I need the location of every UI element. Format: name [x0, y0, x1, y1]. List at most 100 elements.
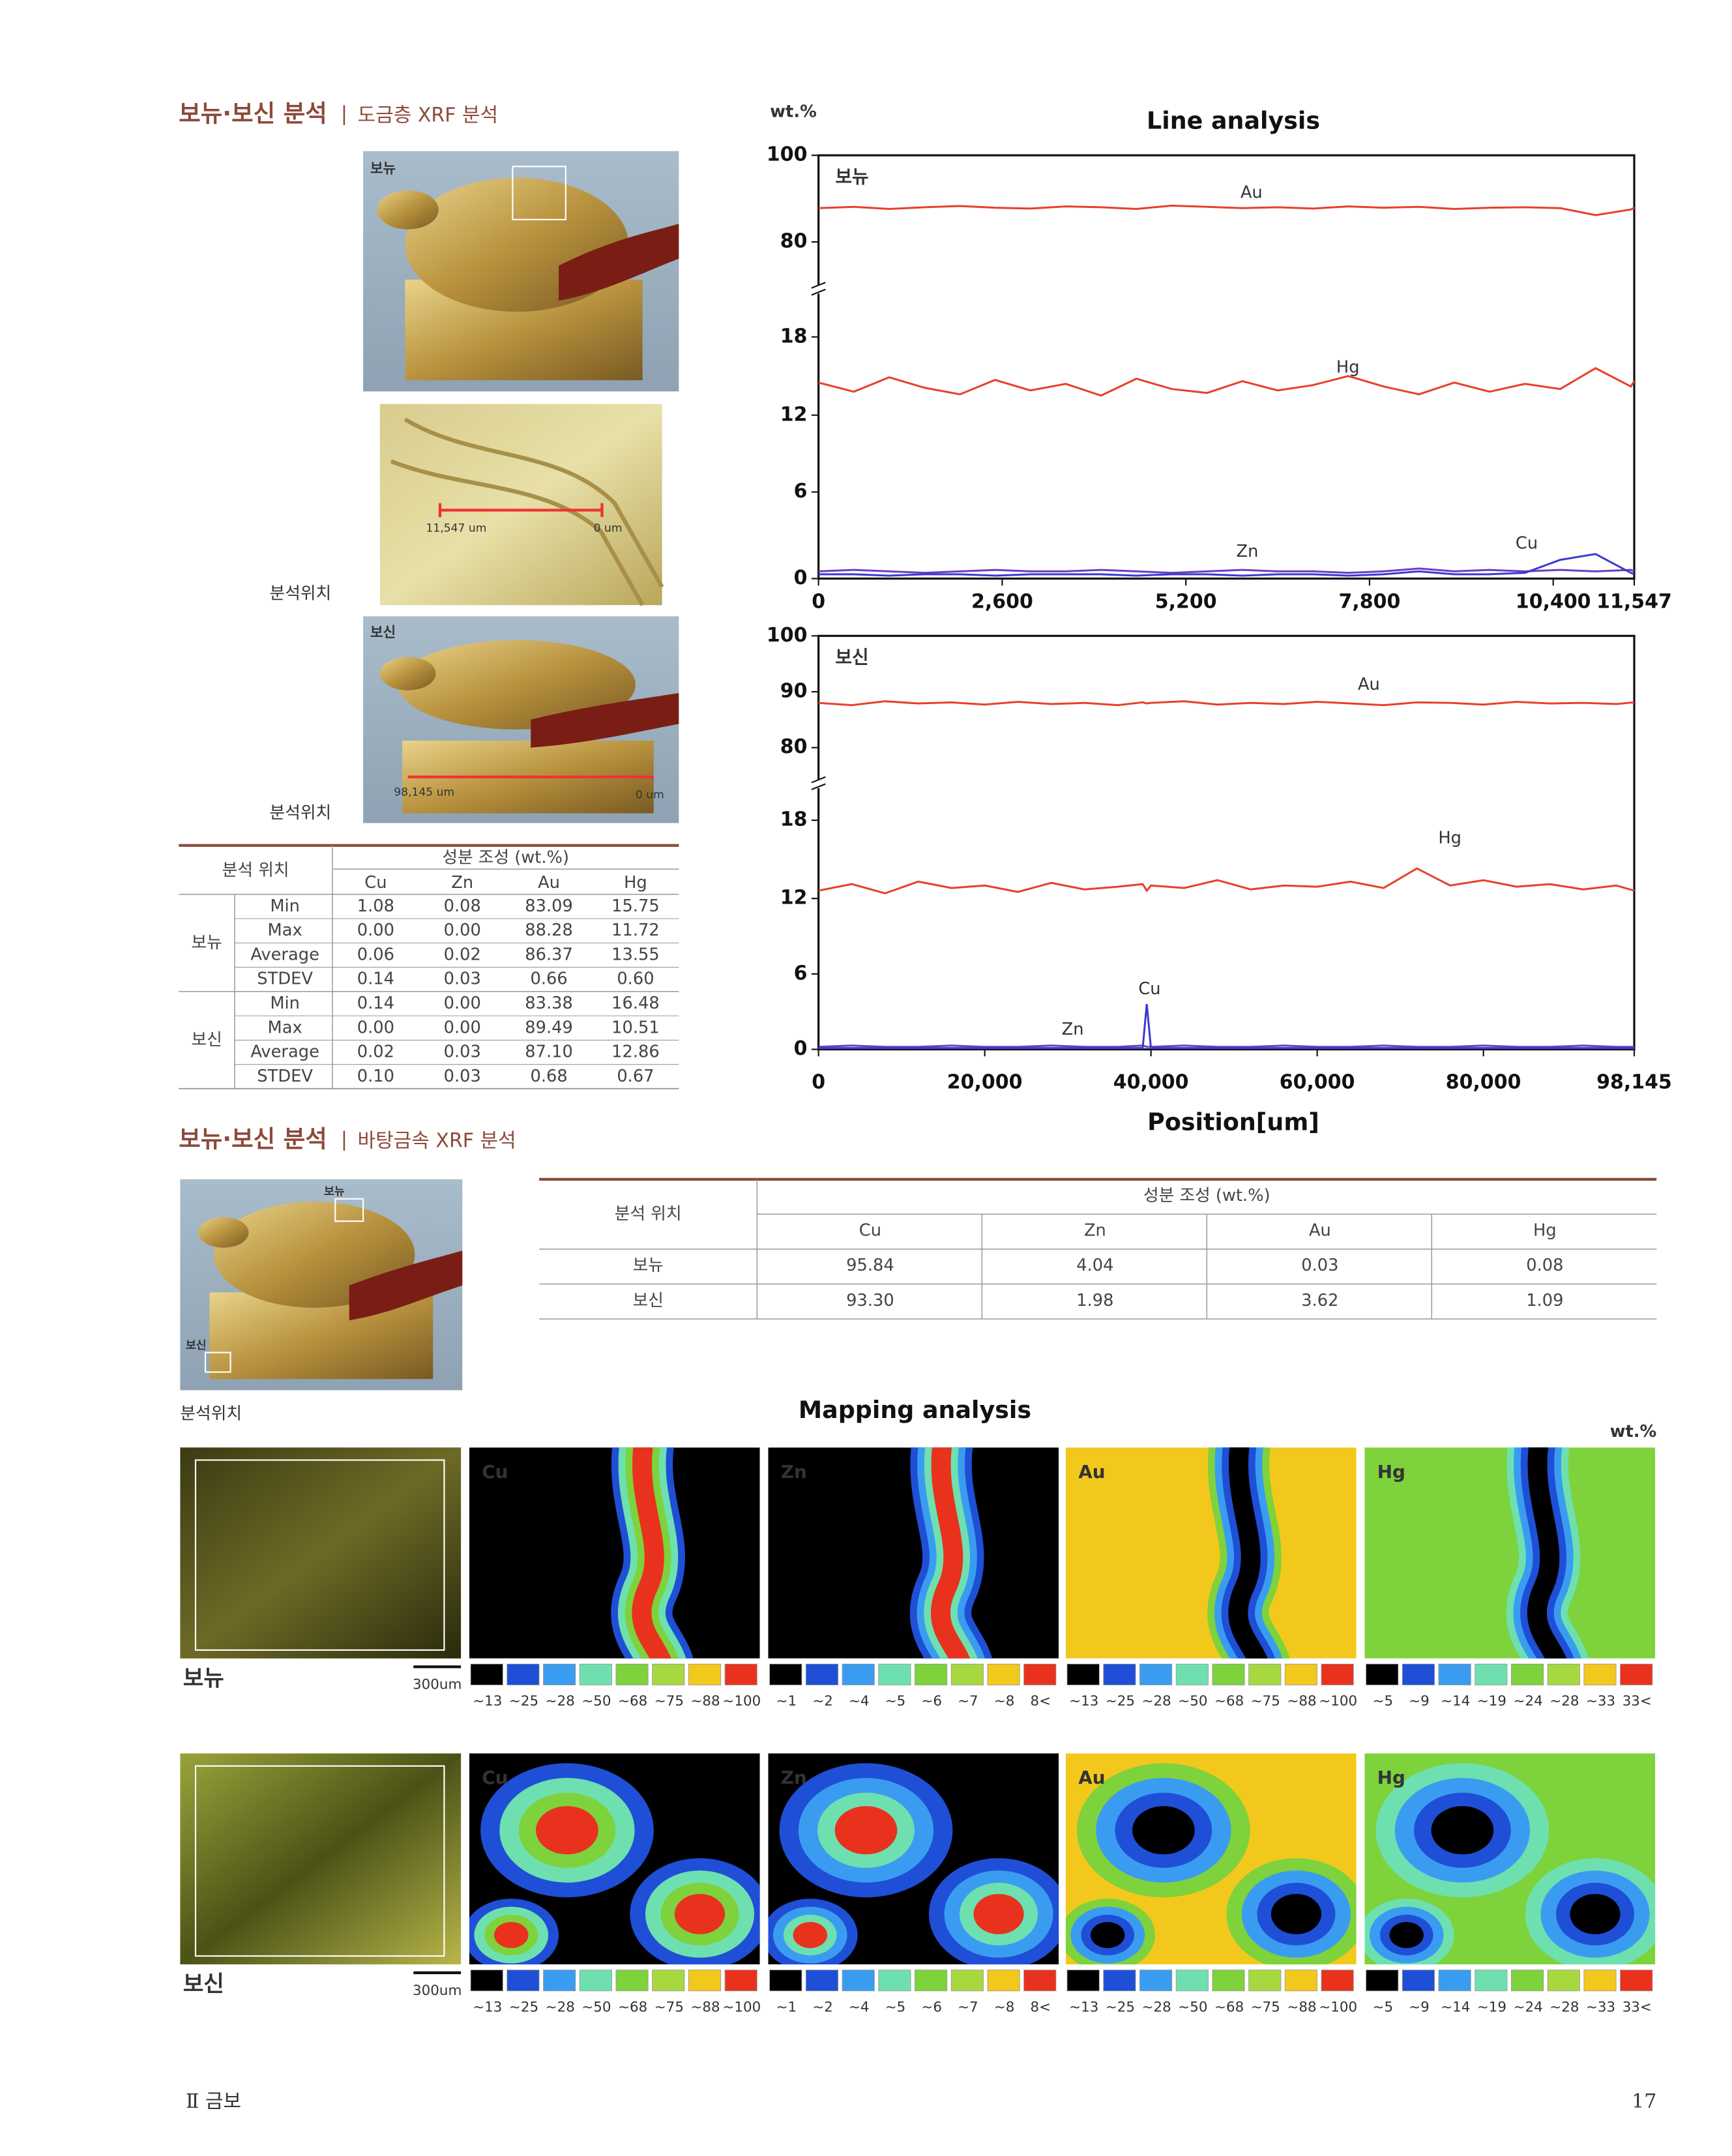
legend-label: ~5 [885, 1693, 906, 1709]
series-label: Cu [1516, 533, 1538, 553]
axis-break [811, 282, 826, 289]
column-header: Hg [1533, 1221, 1557, 1241]
legend-swatch [878, 1663, 911, 1685]
element-label: Au [1078, 1461, 1105, 1483]
legend-label: ~24 [1514, 1999, 1543, 2015]
legend-swatch [915, 1970, 948, 1992]
x-tick-label: 98,145 [1596, 1071, 1672, 1093]
legend-swatch [805, 1970, 839, 1992]
table-cell: 0.14 [357, 994, 394, 1013]
legend-swatch [1139, 1970, 1173, 1992]
series-label: Zn [1237, 542, 1259, 561]
map-region [632, 1447, 671, 1659]
legend-swatch [724, 1970, 757, 1992]
element-label: Cu [482, 1461, 508, 1483]
legend-label: ~50 [1178, 1693, 1207, 1709]
table-cell: 0.66 [530, 969, 567, 989]
axis-break [811, 776, 826, 784]
sample-label: 보신 [183, 1971, 224, 1998]
column-header: Cu [859, 1221, 881, 1241]
column-header: Au [1309, 1221, 1331, 1241]
legend-swatch [1066, 1970, 1100, 1992]
legend-swatch [470, 1970, 503, 1992]
y-tick-label: 0 [794, 567, 808, 589]
sample-label: 보뉴 [183, 1665, 224, 1691]
table-cell: 0.68 [530, 1067, 567, 1086]
legend-swatch [1438, 1663, 1471, 1685]
legend-label: ~2 [812, 1693, 833, 1709]
legend-label: ~88 [1287, 1999, 1316, 2015]
legend-label: ~5 [885, 1999, 906, 2015]
legend-label: ~75 [1251, 1999, 1280, 2015]
element-label: Zn [781, 1767, 807, 1788]
legend-swatch [1066, 1663, 1100, 1685]
plot-frame [817, 154, 1636, 580]
legend-label: ~5 [1373, 1999, 1394, 2015]
legend-swatch [1583, 1970, 1617, 1992]
row-stat: Average [250, 945, 319, 964]
panel-label: 보신 [835, 647, 868, 668]
section-title: 보뉴·보신 분석 [179, 100, 327, 128]
row-stat: Average [250, 1042, 319, 1062]
legend-label: ~68 [1214, 1693, 1244, 1709]
micrograph [180, 1447, 462, 1659]
x-tick-label: 80,000 [1446, 1071, 1521, 1093]
legend-label: ~28 [1142, 1999, 1171, 2015]
element-label: Hg [1377, 1461, 1405, 1483]
row-stat: Max [268, 1018, 302, 1037]
legend-swatch [724, 1663, 757, 1685]
legend-label: ~13 [1069, 1693, 1098, 1709]
y-tick-label: 100 [767, 624, 808, 647]
legend-swatch [842, 1970, 875, 1992]
legend-swatch [1212, 1663, 1245, 1685]
x-tick-label: 10,400 [1516, 590, 1591, 613]
table-cell: 3.62 [1301, 1291, 1338, 1310]
row-stat: STDEV [257, 969, 313, 989]
map-region [1228, 1447, 1268, 1659]
legend-label: ~25 [509, 1999, 538, 2015]
legend-swatch [842, 1663, 875, 1685]
series-label: Au [1240, 183, 1263, 203]
y-tick-label: 18 [780, 808, 808, 831]
series-line [818, 1004, 1635, 1050]
table-cell: 93.30 [846, 1291, 894, 1310]
series-label: Au [1358, 675, 1380, 694]
table-cell: 0.10 [357, 1067, 394, 1086]
legend-swatch [688, 1663, 722, 1685]
legend-label: ~88 [690, 1999, 720, 2015]
table-cell: 0.00 [357, 921, 394, 940]
map-region [1270, 1894, 1322, 1934]
series-line [818, 567, 1635, 574]
table-cell: 1.98 [1076, 1291, 1113, 1310]
series-label: Zn [1062, 1020, 1084, 1039]
legend-swatch [579, 1663, 612, 1685]
y-tick-label: 12 [780, 887, 808, 909]
mapping-title: Mapping analysis [799, 1396, 1031, 1424]
scale-end: 0 um [636, 789, 664, 802]
plot-frame [817, 634, 1636, 1051]
table-cell: 0.14 [357, 969, 394, 989]
legend-swatch [652, 1970, 685, 1992]
legend-swatch [470, 1663, 503, 1685]
y-tick-label: 0 [794, 1037, 808, 1060]
legend-swatch [769, 1970, 802, 1992]
legend-label: ~2 [812, 1999, 833, 2015]
table-header: 성분 조성 (wt.%) [442, 848, 569, 868]
legend-label: ~33 [1586, 1693, 1615, 1709]
separator: | [341, 103, 347, 126]
element-map [1065, 1447, 1357, 1659]
row-stat: STDEV [257, 1067, 313, 1086]
series-line [818, 867, 1635, 894]
legend-label: 8< [1031, 1693, 1051, 1709]
series-line [818, 204, 1635, 216]
legend-label: 8< [1031, 1999, 1051, 2015]
legend-label: ~6 [921, 1999, 942, 2015]
legend-swatch [1511, 1663, 1544, 1685]
legend-swatch [1511, 1970, 1544, 1992]
legend-label: ~25 [1106, 1693, 1135, 1709]
legend-label: ~1 [776, 1693, 797, 1709]
table-cell: 86.37 [525, 945, 573, 964]
element-map [1364, 1447, 1656, 1659]
legend-label: ~25 [509, 1693, 538, 1709]
legend-swatch [769, 1663, 802, 1685]
